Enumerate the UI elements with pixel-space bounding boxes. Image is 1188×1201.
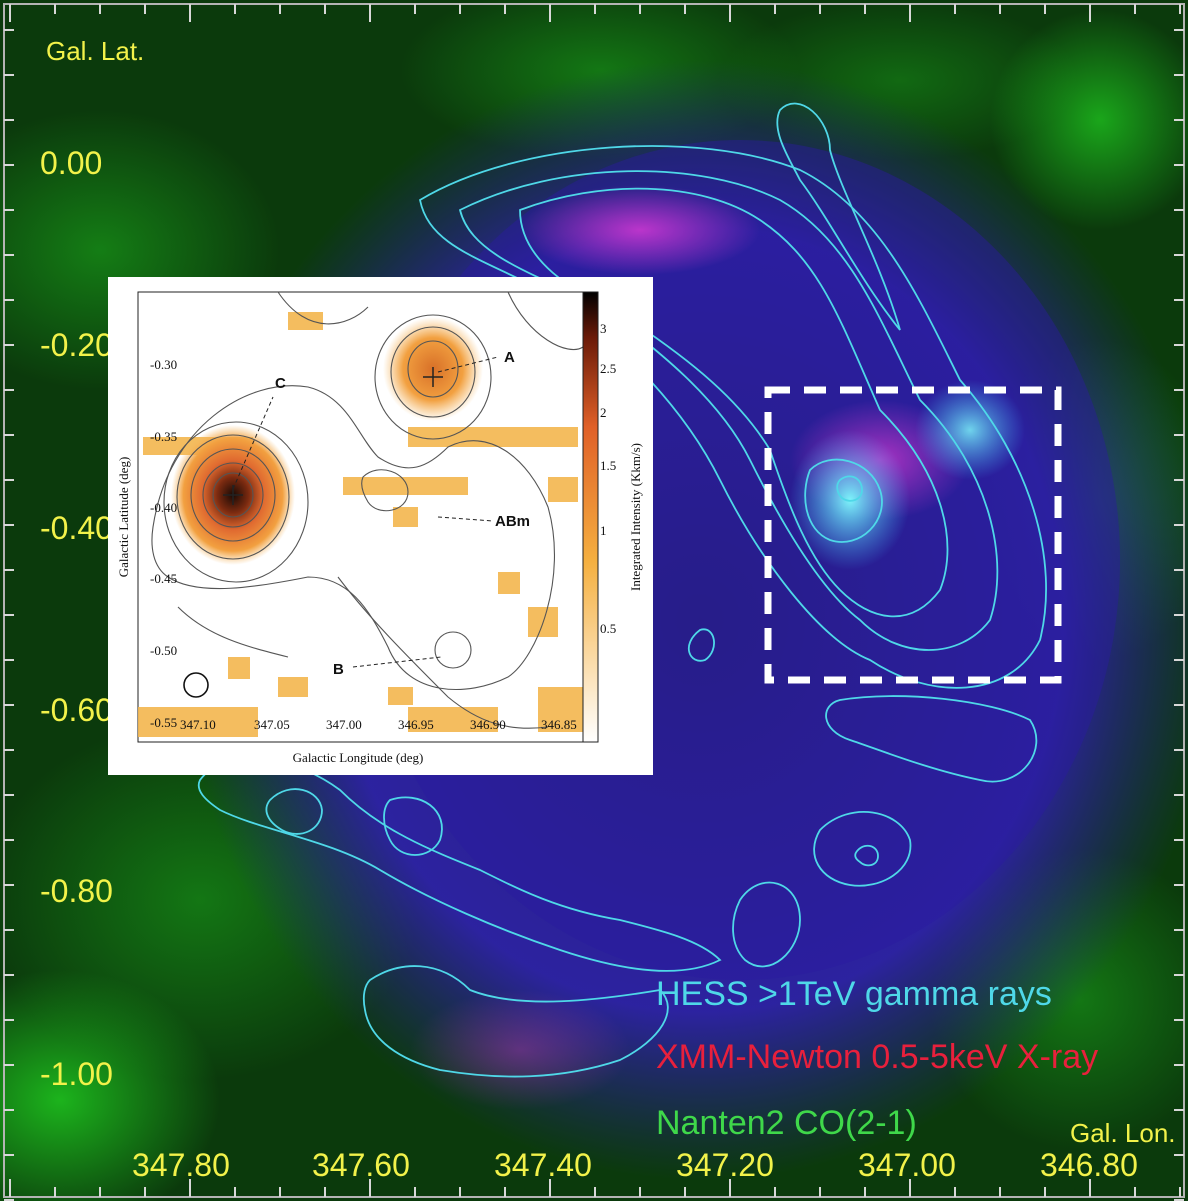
lat-label-4: -0.80	[40, 873, 113, 909]
inset-x-tick-1: 347.05	[254, 717, 290, 732]
lon-label-0: 347.80	[132, 1147, 230, 1183]
inset-co-map: C A ABm B -0.30 -0.35 -0.40 -0.45 -0.50 …	[108, 277, 653, 775]
cbar-tick-4: 1	[600, 523, 607, 538]
cbar-tick-2: 2	[600, 405, 607, 420]
lon-label-3: 347.20	[676, 1147, 774, 1183]
inset-x-tick-0: 347.10	[180, 717, 216, 732]
cbar-axis-title: Integrated Intensity (Kkm/s)	[628, 443, 643, 591]
cbar-tick-3: 1.5	[600, 458, 616, 473]
inset-label-a: A	[504, 349, 515, 366]
lat-label-1: -0.20	[40, 327, 113, 363]
inset-y-axis-title: Galactic Latitude (deg)	[116, 457, 131, 578]
lat-label-5: -1.00	[40, 1056, 113, 1092]
cbar-tick-0: 3	[600, 321, 607, 336]
inset-x-axis-title: Galactic Longitude (deg)	[293, 750, 424, 765]
inset-y-tick-3: -0.45	[150, 571, 177, 586]
dashed-region-box	[764, 386, 1062, 684]
inset-x-tick-2: 347.00	[326, 717, 362, 732]
legend-xmm: XMM-Newton 0.5-5keV X-ray	[656, 1038, 1099, 1076]
inset-x-tick-3: 346.95	[398, 717, 434, 732]
inset-label-abm: ABm	[495, 513, 530, 530]
lon-label-4: 347.00	[858, 1147, 956, 1183]
inset-x-tick-4: 346.90	[470, 717, 506, 732]
lat-label-2: -0.40	[40, 510, 113, 546]
cbar-tick-5: 0.5	[600, 621, 616, 636]
lat-label-3: -0.60	[40, 692, 113, 728]
inset-y-tick-4: -0.50	[150, 643, 177, 658]
lon-label-2: 347.40	[494, 1147, 592, 1183]
lon-label-1: 347.60	[312, 1147, 410, 1183]
cbar-tick-1: 2.5	[600, 361, 616, 376]
inset-x-tick-5: 346.85	[541, 717, 577, 732]
inset-y-tick-2: -0.40	[150, 500, 177, 515]
lat-axis-title: Gal. Lat.	[46, 36, 145, 66]
inset-label-b: B	[333, 661, 344, 678]
inset-y-tick-1: -0.35	[150, 429, 177, 444]
inset-label-c: C	[275, 375, 286, 392]
inset-y-tick-5: -0.55	[150, 715, 177, 730]
legend-hess: HESS >1TeV gamma rays	[656, 975, 1052, 1013]
lon-axis-title: Gal. Lon.	[1070, 1118, 1176, 1148]
legend-nanten: Nanten2 CO(2-1)	[656, 1104, 917, 1142]
inset-y-tick-0: -0.30	[150, 357, 177, 372]
lat-label-0: 0.00	[40, 145, 103, 181]
lon-label-5: 346.80	[1040, 1147, 1138, 1183]
